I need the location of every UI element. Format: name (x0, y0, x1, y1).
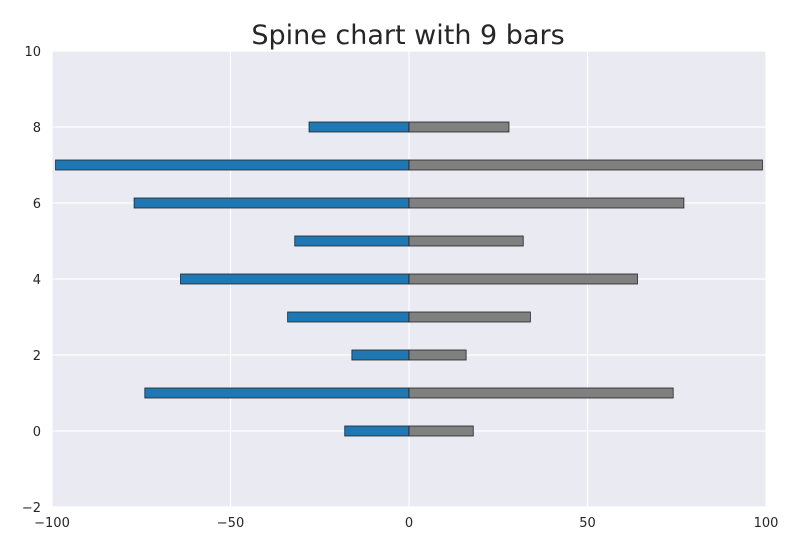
y-tick-label: 6 (33, 197, 41, 212)
y-axis-ticks: −2 0 2 4 6 8 10 (22, 45, 41, 516)
bar-right-1 (408, 387, 674, 399)
bar-right-4 (408, 273, 638, 285)
y-tick-label: 8 (33, 121, 41, 136)
chart-title: Spine chart with 9 bars (251, 20, 564, 51)
bar-left-7 (55, 159, 410, 171)
bar-left-0 (344, 425, 410, 437)
x-tick-label: 100 (754, 516, 779, 531)
bar-left-6 (133, 197, 410, 209)
bar-left-1 (144, 387, 410, 399)
bar-right-0 (408, 425, 474, 437)
bar-right-7 (408, 159, 763, 171)
bar-left-5 (294, 235, 410, 247)
y-tick-label: 4 (33, 273, 41, 288)
x-tick-label: −50 (217, 516, 244, 531)
y-tick-label: 0 (33, 425, 41, 440)
bar-right-8 (408, 121, 510, 133)
x-tick-label: −100 (34, 516, 70, 531)
bar-right-6 (408, 197, 685, 209)
bar-left-3 (287, 311, 410, 323)
bar-right-3 (408, 311, 531, 323)
bar-right-5 (408, 235, 524, 247)
bar-right-2 (408, 349, 467, 361)
bar-left-8 (308, 121, 410, 133)
x-tick-label: 0 (405, 516, 413, 531)
x-axis-ticks: −100 −50 0 50 100 (34, 516, 778, 531)
bars (55, 121, 763, 437)
y-tick-label: 10 (24, 45, 41, 60)
y-tick-label: 2 (33, 349, 41, 364)
x-tick-label: 50 (579, 516, 596, 531)
bar-left-2 (351, 349, 410, 361)
y-tick-label: −2 (22, 501, 41, 516)
bar-left-4 (180, 273, 410, 285)
